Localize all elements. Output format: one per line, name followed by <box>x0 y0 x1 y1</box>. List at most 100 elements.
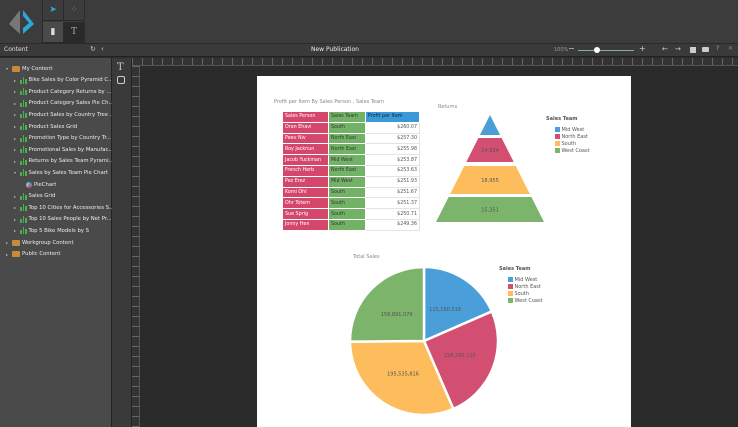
tree-item[interactable]: ▸ Product Sales by Country Tree ... <box>14 109 115 120</box>
tree-item-label: Promotional Sales by Manufac... <box>28 146 114 153</box>
tree-item[interactable]: ▸ Product Category Returns by ... <box>14 86 111 97</box>
expand-arrow-icon[interactable]: ▸ <box>14 205 17 211</box>
pie-legend: Sales Team Mid West North East South West C… <box>499 266 543 304</box>
refresh-icon[interactable]: ↻ <box>90 45 96 53</box>
tree-item[interactable]: ▸ Public Content <box>6 249 60 260</box>
horizontal-ruler <box>132 58 738 66</box>
tree-item[interactable]: PieChart <box>22 179 56 190</box>
collapse-panel-icon[interactable]: ‹ <box>101 45 104 53</box>
pyramid-label: 15,351 <box>481 208 499 214</box>
expand-arrow-icon[interactable]: ▸ <box>14 193 17 199</box>
expand-arrow-icon[interactable]: ▸ <box>14 158 17 164</box>
legend-label: Mid West <box>561 126 585 133</box>
pie-slice[interactable] <box>422 266 494 343</box>
expand-arrow-icon[interactable]: ▸ <box>14 147 17 153</box>
legend-item[interactable]: North East <box>555 133 590 140</box>
sales-team-cell: Mid West <box>328 175 366 188</box>
share-icon[interactable]: ⁘ <box>64 0 85 21</box>
expand-arrow-icon[interactable]: ▸ <box>14 135 17 141</box>
sales-person-cell: Pez Erez <box>282 175 329 188</box>
sales-team-cell: North East <box>328 143 366 156</box>
page-icon[interactable]: ▮ <box>43 22 64 43</box>
table-row: Peev Niv North East $257.30 <box>282 132 420 145</box>
publish-icon[interactable]: ➤ <box>43 0 64 21</box>
legend-item[interactable]: Mid West <box>508 276 543 283</box>
profit-cell: $250.71 <box>365 208 420 220</box>
expand-arrow-icon[interactable]: ▸ <box>14 216 17 222</box>
expand-arrow-icon[interactable]: ▸ <box>14 228 17 234</box>
zoom-slider-handle[interactable] <box>594 47 600 53</box>
zoom-out-button[interactable]: − <box>568 44 575 53</box>
pie-slice[interactable] <box>348 339 455 417</box>
legend-label: North East <box>561 133 588 140</box>
legend-item[interactable]: West Coast <box>555 147 590 154</box>
save-icon[interactable] <box>690 47 696 53</box>
pie-label: 115,160,518 <box>429 307 461 313</box>
tree-item[interactable]: ▸ Top 10 Sales People by Net Pr... <box>14 214 112 225</box>
legend-item[interactable]: South <box>555 140 590 147</box>
text-tool-icon[interactable]: T <box>117 62 124 73</box>
expand-arrow-icon[interactable]: ▾ <box>6 66 9 71</box>
table-row: French Herb North East $253.63 <box>282 164 420 177</box>
legend-item[interactable]: Mid West <box>555 126 590 133</box>
expand-arrow-icon[interactable]: ▸ <box>14 77 17 83</box>
expand-arrow-icon[interactable]: ▸ <box>14 100 17 106</box>
shape-tool-icon[interactable] <box>117 76 125 84</box>
pie-slice[interactable] <box>348 266 426 343</box>
pie-slice[interactable] <box>422 309 500 411</box>
tree-item-label: PieChart <box>34 181 57 188</box>
tree-item[interactable]: ▾ Sales by Sales Team Pie Chart <box>14 167 108 178</box>
zoom-slider[interactable] <box>578 50 634 51</box>
report-icon <box>20 123 27 130</box>
tree-item-label: Product Category Sales Pie Ch... <box>28 100 114 107</box>
report-icon <box>20 192 27 200</box>
pyramid-segment[interactable] <box>479 115 501 135</box>
zoom-in-button[interactable]: + <box>639 44 646 53</box>
tree-item[interactable]: ▸ Product Sales Grid <box>14 121 77 132</box>
close-icon[interactable]: ✕ <box>728 45 734 52</box>
tree-item-label: Sales Grid <box>28 193 56 200</box>
tree-item[interactable]: ▸ Product Category Sales Pie Ch... <box>14 98 114 109</box>
table-row: Ohr Totem South $251.37 <box>282 197 420 210</box>
tree-item[interactable]: ▸ Promotion Type by Country Tr... <box>14 133 111 144</box>
expand-arrow-icon[interactable]: ▸ <box>6 251 9 257</box>
legend-item[interactable]: West Coast <box>508 297 543 304</box>
legend-swatch <box>508 284 513 289</box>
print-icon[interactable] <box>702 47 709 52</box>
folder-icon <box>12 65 20 72</box>
pyramid-segment[interactable] <box>450 166 530 194</box>
legend-item[interactable]: South <box>508 290 543 297</box>
tree-item[interactable]: ▸ Promotional Sales by Manufac... <box>14 144 113 155</box>
tree-item[interactable]: ▸ Workgroup Content <box>6 237 74 248</box>
tree-item-label: Top 10 Sales People by Net Pr... <box>28 216 112 223</box>
expand-arrow-icon[interactable]: ▸ <box>14 112 17 118</box>
legend-item[interactable]: North East <box>508 283 543 290</box>
report-icon <box>20 157 27 165</box>
pyramid-segment[interactable] <box>466 138 514 162</box>
tree-item[interactable]: ▸ Returns by Sales Team Pyrami... <box>14 156 114 167</box>
tree-item[interactable]: ▸ Top 5 Bike Models by S <box>14 225 89 236</box>
expand-arrow-icon[interactable]: ▸ <box>14 124 17 129</box>
text-icon[interactable]: T <box>64 22 85 43</box>
report-icon <box>20 215 27 223</box>
profit-cell: $253.63 <box>365 164 420 177</box>
sales-team-cell: Mid West <box>328 154 366 166</box>
tree-item[interactable]: ▸ Top 10 Cities for Accessories S... <box>14 202 114 213</box>
help-icon[interactable]: ? <box>716 45 720 52</box>
expand-arrow-icon[interactable]: ▾ <box>14 170 17 176</box>
legend-swatch <box>508 277 513 282</box>
tree-item-label: Returns by Sales Team Pyrami... <box>28 158 114 165</box>
pyramid-segment[interactable] <box>436 197 544 222</box>
tree-item[interactable]: ▸ Sales Grid <box>14 191 55 202</box>
tree-item[interactable]: ▾ My Content <box>6 63 52 74</box>
back-arrow-icon[interactable]: ← <box>662 45 668 53</box>
folder-icon <box>12 251 20 258</box>
expand-arrow-icon[interactable]: ▸ <box>14 89 17 95</box>
legend-label: North East <box>514 283 541 290</box>
expand-arrow-icon[interactable]: ▸ <box>6 240 9 245</box>
pie-chart: 115,160,518 156,289,110 195,535,816 156,891… <box>348 266 500 417</box>
legend-swatch <box>555 148 560 153</box>
tree-item-label: Workgroup Content <box>22 239 74 246</box>
tree-item[interactable]: ▸ Bike Sales by Color Pyramid C... <box>14 75 113 86</box>
forward-arrow-icon[interactable]: → <box>675 45 681 53</box>
